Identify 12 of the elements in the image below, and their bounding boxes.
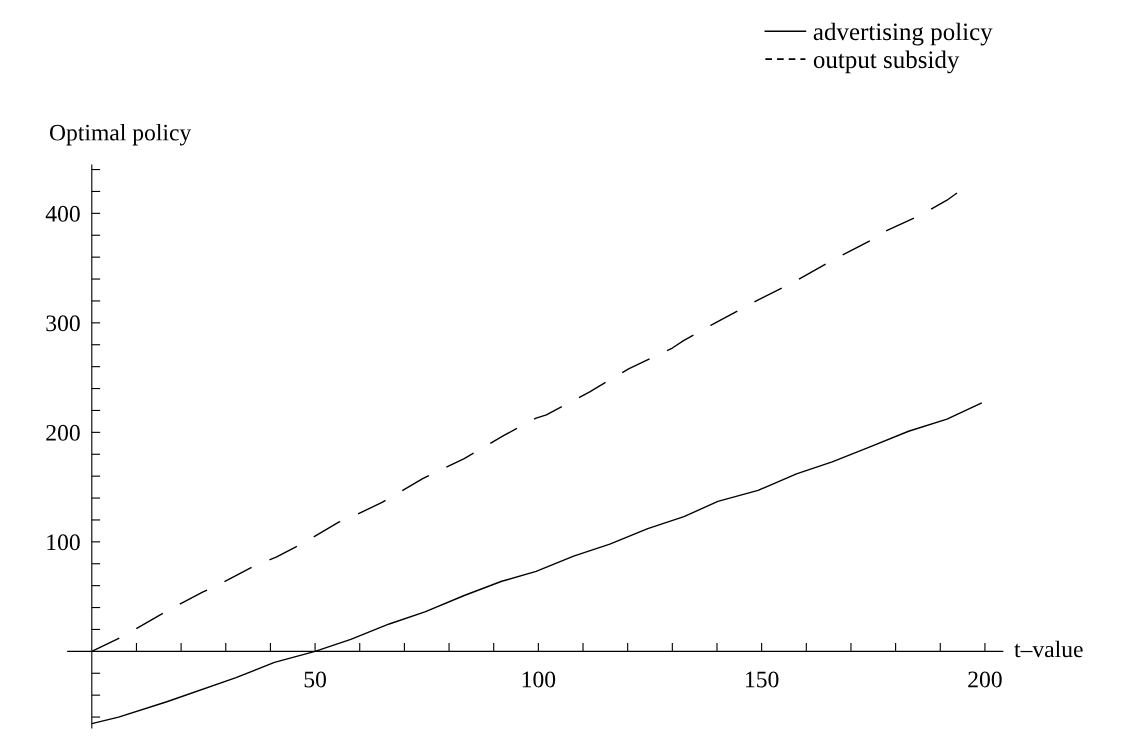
x-tick-label: 150 <box>746 671 779 688</box>
x-tick-label: 50 <box>304 671 326 688</box>
legend-label: advertising policy <box>813 22 993 46</box>
y-tick-label: 200 <box>46 424 80 441</box>
y-tick-label: 100 <box>47 534 80 551</box>
y-tick-label: 300 <box>46 315 80 332</box>
x-tick-label: 100 <box>522 671 556 688</box>
y-tick-label: 400 <box>45 205 80 222</box>
legend-label: output subsidy <box>813 50 960 74</box>
x-axis-title: t–value <box>1014 640 1083 658</box>
y-axis-title: Optimal policy <box>49 123 192 146</box>
x-tick-label: 200 <box>968 671 1002 688</box>
